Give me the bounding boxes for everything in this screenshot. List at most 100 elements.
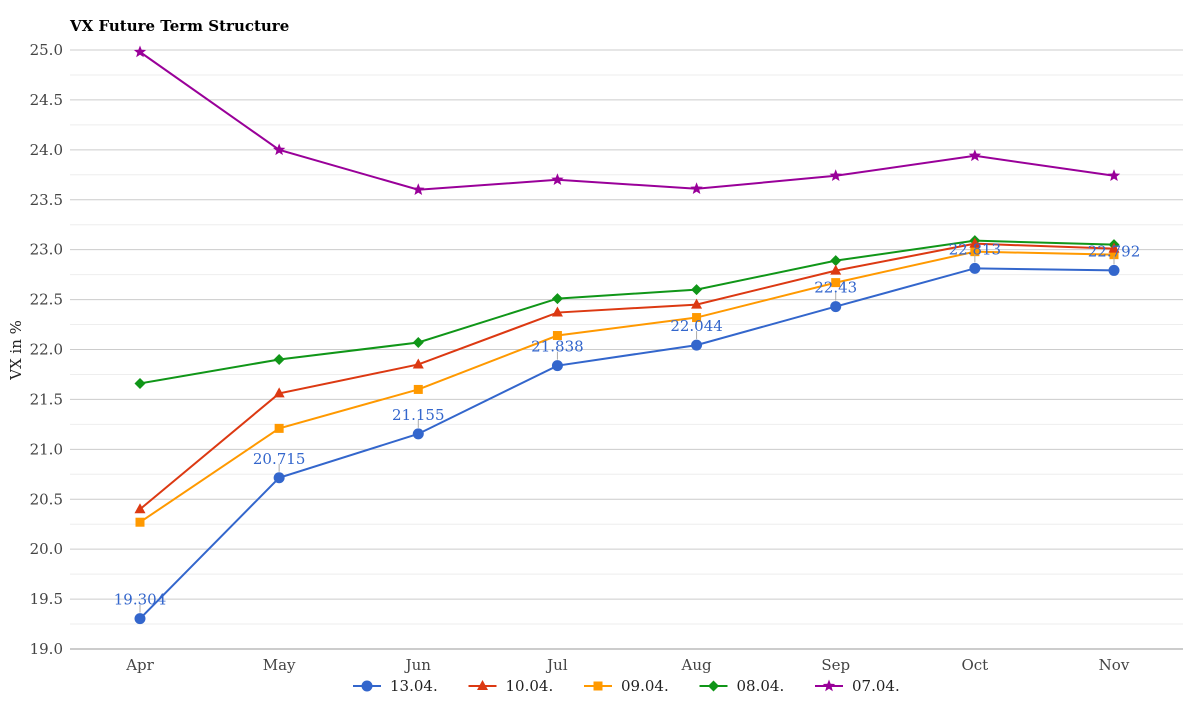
series-line — [139, 51, 1115, 191]
legend-swatch-marker — [708, 680, 719, 692]
y-tick-label: 24.5 — [30, 91, 63, 109]
y-axis-label: VX in % — [7, 320, 25, 381]
x-tick-label: Nov — [1099, 656, 1130, 674]
series-10-04 — [134, 237, 1120, 514]
legend-swatch-marker — [593, 681, 603, 691]
data-label: 21.155 — [392, 406, 445, 424]
y-tick-label: 25.0 — [30, 41, 63, 59]
y-tick-label: 19.0 — [30, 640, 63, 658]
data-point — [134, 377, 146, 389]
x-tick-label: Aug — [681, 656, 712, 674]
data-point — [1108, 242, 1120, 253]
data-point — [133, 45, 147, 58]
legend-item[interactable]: 13.04. — [353, 677, 438, 695]
data-point — [692, 313, 702, 323]
data-point — [551, 293, 563, 305]
data-label: 22.792 — [1088, 242, 1141, 260]
data-point — [134, 503, 146, 514]
data-point — [135, 517, 145, 527]
data-label: 22.43 — [814, 279, 857, 297]
data-point — [969, 237, 981, 248]
data-point — [1109, 250, 1119, 260]
legend-swatch-marker — [477, 680, 488, 690]
series-07-04 — [133, 45, 1121, 196]
data-point — [412, 428, 424, 440]
data-label: 21.838 — [531, 338, 584, 356]
data-point — [969, 262, 981, 274]
x-tick-label: Oct — [961, 656, 988, 674]
minor-gridlines — [70, 74, 1183, 625]
data-label: 22.813 — [949, 240, 1002, 258]
y-tick-label: 22.0 — [30, 341, 63, 359]
x-tick-label: Jul — [545, 656, 568, 674]
legend-label: 09.04. — [621, 677, 669, 695]
x-tick-label: May — [263, 656, 296, 674]
y-tick-label: 19.5 — [30, 590, 63, 608]
y-tick-label: 21.5 — [30, 390, 63, 408]
legend-swatch-marker — [822, 679, 836, 692]
y-tick-label: 21.0 — [30, 440, 63, 458]
series-13-04 — [134, 262, 1120, 625]
data-point — [273, 472, 285, 484]
data-point — [274, 423, 284, 433]
data-point — [134, 613, 146, 625]
data-point — [551, 360, 563, 372]
data-point — [1108, 264, 1120, 276]
y-tick-label: 22.5 — [30, 291, 63, 309]
series-line — [139, 250, 1115, 524]
data-label: 20.715 — [253, 450, 306, 468]
legend-swatch-marker — [361, 680, 373, 692]
data-point — [551, 306, 563, 317]
y-tick-label: 24.0 — [30, 141, 63, 159]
x-tick-label: Sep — [821, 656, 850, 674]
legend-item[interactable]: 10.04. — [468, 677, 554, 695]
legend-item[interactable]: 07.04. — [815, 677, 900, 695]
major-gridlines — [70, 49, 1183, 650]
y-tick-label: 23.5 — [30, 191, 63, 209]
x-tick-label: Apr — [125, 656, 154, 674]
data-point — [829, 169, 842, 182]
data-point — [413, 384, 423, 394]
y-tick-label: 20.5 — [30, 490, 63, 508]
y-tick-label: 20.0 — [30, 540, 63, 558]
chart-title: VX Future Term Structure — [69, 17, 289, 35]
legend[interactable]: 13.04. 10.04. 09.04. 08.04. 07.04. — [353, 677, 900, 695]
data-point — [273, 353, 285, 365]
data-point — [830, 301, 842, 313]
legend-label: 13.04. — [390, 677, 438, 695]
data-point — [691, 298, 703, 309]
legend-label: 07.04. — [852, 677, 900, 695]
data-point — [412, 337, 424, 349]
series-line — [139, 267, 1115, 620]
data-point — [412, 358, 424, 369]
series-line — [139, 242, 1115, 510]
data-point — [690, 182, 703, 195]
x-axis-ticks: Apr May Jun Jul Aug Sep Oct Nov — [125, 656, 1130, 674]
data-label: 19.304 — [114, 591, 167, 609]
data-label: 22.044 — [670, 317, 723, 335]
data-point — [968, 149, 982, 162]
series-line — [139, 239, 1115, 385]
data-point — [830, 264, 842, 275]
legend-item[interactable]: 09.04. — [584, 677, 669, 695]
series-09-04 — [135, 247, 1119, 527]
data-point — [552, 331, 562, 341]
data-point — [691, 284, 703, 296]
legend-item[interactable]: 08.04. — [699, 677, 785, 695]
data-point — [831, 278, 841, 288]
data-point — [551, 173, 564, 186]
data-point — [1107, 169, 1121, 182]
y-axis-ticks: 19.0 19.5 20.0 20.5 21.0 21.5 22.0 22.5 23.0 23.5… — [30, 41, 63, 658]
data-point — [970, 247, 980, 257]
x-tick-label: Jun — [404, 656, 432, 674]
y-tick-label: 23.0 — [30, 241, 63, 259]
legend-label: 10.04. — [506, 677, 554, 695]
legend-label: 08.04. — [737, 677, 785, 695]
data-labels-group: 19.304 20.715 21.155 21.838 22.044 22.43 22.81… — [114, 240, 1141, 613]
data-point — [272, 143, 286, 156]
series-group — [133, 45, 1121, 625]
data-point — [830, 255, 842, 267]
data-point — [691, 339, 703, 351]
data-point — [273, 387, 285, 398]
